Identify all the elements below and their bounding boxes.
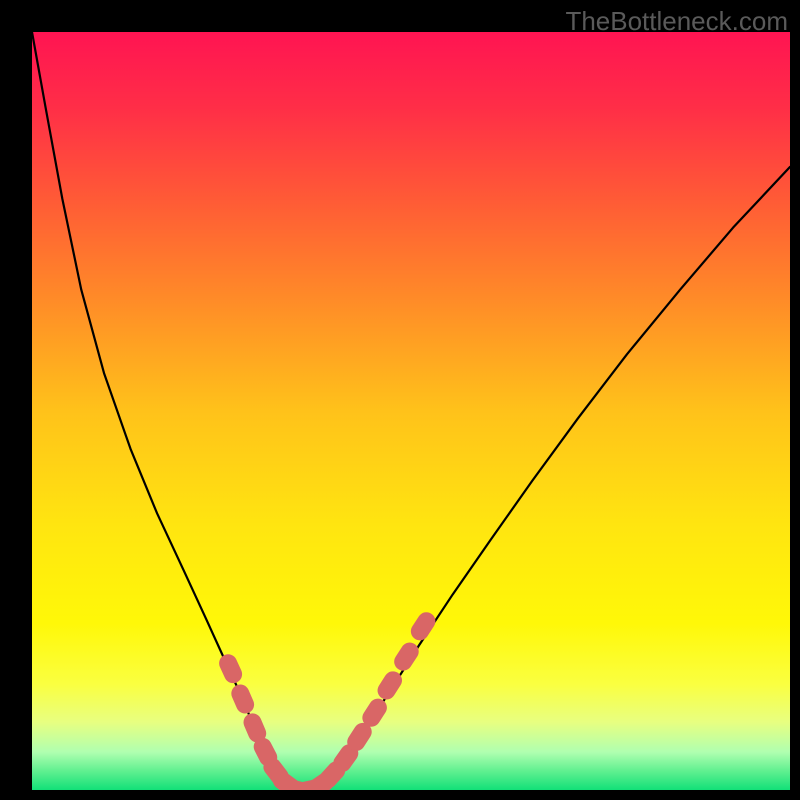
watermark-label: TheBottleneck.com: [565, 6, 788, 37]
plot-area: [32, 32, 790, 790]
chart-container: TheBottleneck.com: [0, 0, 800, 800]
gradient-background: [32, 32, 790, 790]
plot-svg: [32, 32, 790, 790]
